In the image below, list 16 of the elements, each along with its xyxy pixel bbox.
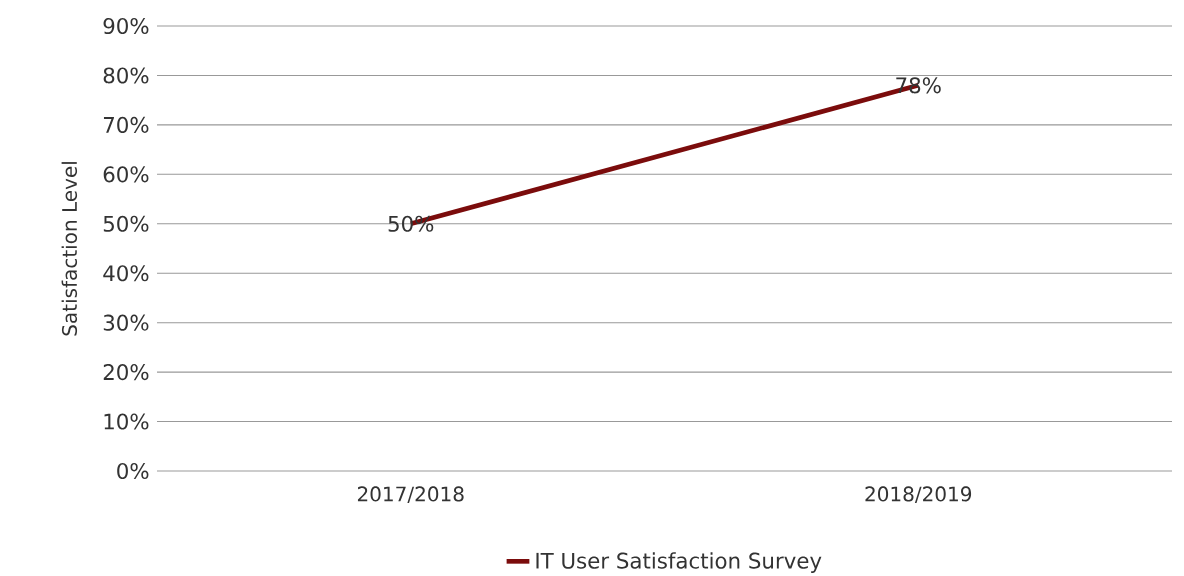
y-axis-title: Satisfaction Level	[61, 162, 78, 336]
y-tick-label: 80%	[103, 67, 149, 84]
y-tick-label: 0%	[117, 463, 149, 480]
y-tick-label: 90%	[103, 18, 149, 35]
y-tick-label: 10%	[104, 413, 149, 430]
y-tick-label: 60%	[103, 166, 149, 183]
data-label: 78%	[896, 77, 941, 94]
legend-label: IT User Satisfaction Survey	[536, 552, 822, 573]
x-tick-label: 2018/2019	[865, 486, 972, 504]
y-tick-label: 20%	[103, 364, 149, 381]
y-tick-label: 30%	[103, 314, 149, 331]
data-label: 50%	[388, 215, 434, 232]
y-tick-label: 50%	[103, 215, 149, 232]
y-tick-label: 40%	[103, 265, 149, 282]
x-tick-label: 2017/2018	[357, 486, 464, 504]
y-tick-label: 70%	[103, 116, 149, 134]
